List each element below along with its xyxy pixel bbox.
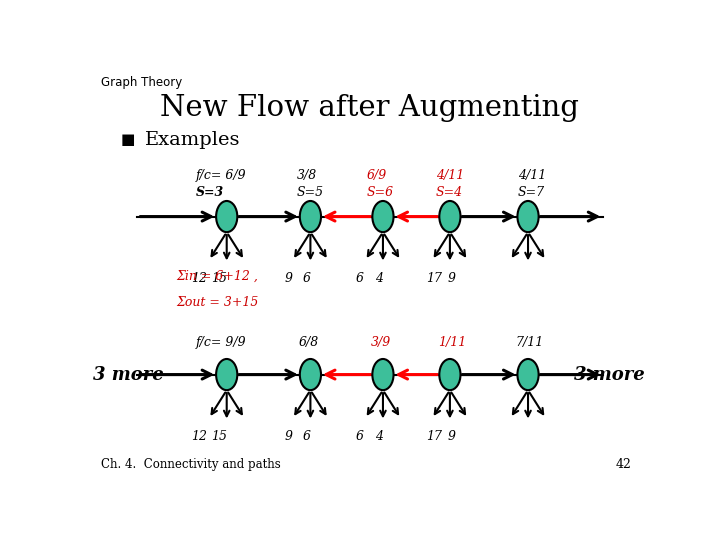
Text: 3/9: 3/9 <box>371 335 391 349</box>
Text: 6: 6 <box>356 272 364 285</box>
Text: S=7: S=7 <box>518 186 545 199</box>
Ellipse shape <box>216 201 238 232</box>
Text: 3 more: 3 more <box>575 366 645 383</box>
Text: New Flow after Augmenting: New Flow after Augmenting <box>160 94 578 123</box>
Text: 4/11: 4/11 <box>436 169 464 183</box>
Ellipse shape <box>518 201 539 232</box>
Ellipse shape <box>518 359 539 390</box>
Text: 1/11: 1/11 <box>438 335 466 349</box>
Ellipse shape <box>300 359 321 390</box>
Text: 12: 12 <box>192 272 207 285</box>
Text: f/c= 6/9: f/c= 6/9 <box>196 169 247 183</box>
Text: 9: 9 <box>284 430 292 443</box>
Text: Examples: Examples <box>145 131 240 149</box>
Text: 6: 6 <box>356 430 364 443</box>
Text: 6: 6 <box>302 272 310 285</box>
Text: 6/8: 6/8 <box>298 335 318 349</box>
Ellipse shape <box>372 359 394 390</box>
Ellipse shape <box>372 201 394 232</box>
Text: Σout = 3+15: Σout = 3+15 <box>176 295 259 308</box>
Text: 4/11: 4/11 <box>518 169 546 183</box>
Ellipse shape <box>300 201 321 232</box>
Text: S=6: S=6 <box>366 186 393 199</box>
Text: ■: ■ <box>121 132 135 147</box>
Text: 4: 4 <box>375 272 383 285</box>
Text: Ch. 4.  Connectivity and paths: Ch. 4. Connectivity and paths <box>101 458 281 471</box>
Text: 4: 4 <box>375 430 383 443</box>
Text: S=3: S=3 <box>196 186 224 199</box>
Text: Σin = 6+12 ,: Σin = 6+12 , <box>176 270 258 283</box>
Text: 9: 9 <box>448 272 456 285</box>
Text: 17: 17 <box>426 430 442 443</box>
Text: S=5: S=5 <box>297 186 323 199</box>
Text: 6/9: 6/9 <box>366 169 387 183</box>
Text: 6: 6 <box>302 430 310 443</box>
Text: 17: 17 <box>426 272 442 285</box>
Text: 12: 12 <box>192 430 207 443</box>
Text: 9: 9 <box>448 430 456 443</box>
Text: 7/11: 7/11 <box>516 335 544 349</box>
Text: 15: 15 <box>212 430 228 443</box>
Ellipse shape <box>439 201 461 232</box>
Ellipse shape <box>216 359 238 390</box>
Text: S=4: S=4 <box>436 186 463 199</box>
Text: 3/8: 3/8 <box>297 169 317 183</box>
Text: Graph Theory: Graph Theory <box>101 77 182 90</box>
Text: 42: 42 <box>616 458 631 471</box>
Text: 15: 15 <box>212 272 228 285</box>
Text: f/c= 9/9: f/c= 9/9 <box>196 335 247 349</box>
Text: 9: 9 <box>284 272 292 285</box>
Ellipse shape <box>439 359 461 390</box>
Text: 3 more: 3 more <box>93 366 163 383</box>
